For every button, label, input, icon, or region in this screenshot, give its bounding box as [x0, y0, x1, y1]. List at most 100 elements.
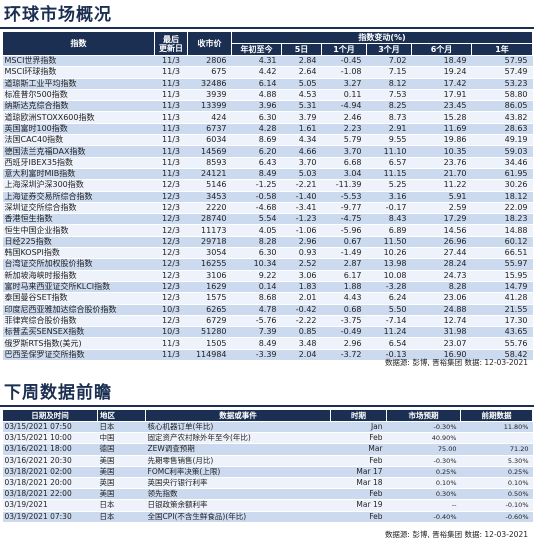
close-price: 28740	[187, 213, 232, 226]
index-name: 富时马来西亚证交所KLCI指数	[2, 281, 155, 294]
5d-change: -1.06	[281, 224, 322, 237]
event-period: Mar 19	[330, 499, 387, 512]
close-price: 14569	[187, 145, 232, 158]
ytd-change: 4.28	[231, 123, 282, 136]
last-update: 11/3	[154, 168, 188, 181]
event-period: Feb	[330, 432, 387, 445]
event-region: 德国	[97, 443, 146, 456]
event-forecast: -0.30%	[386, 421, 461, 434]
event-forecast: 0.30%	[386, 488, 461, 501]
3m-change: 8.25	[366, 100, 412, 113]
market-row: 道琼欧洲STOXX600指数 11/3 424 6.30 3.79 2.46 8.73 15.…	[2, 111, 533, 124]
market-row: 道琼斯工业平均指数 11/3 32486 6.14 5.05 3.27 8.12 17.42 5…	[2, 78, 533, 90]
event-period: Feb	[330, 511, 387, 523]
cal-header-datetime: 日期及时间	[2, 409, 98, 422]
index-name: 上海深圳沪深300指数	[2, 179, 155, 192]
1m-change: 6.68	[321, 157, 367, 169]
event-period: Mar	[330, 443, 387, 456]
3m-change: 5.50	[366, 304, 412, 316]
event-region: 日本	[97, 499, 146, 512]
3m-change: -7.14	[366, 315, 412, 328]
header-5d: 5日	[281, 43, 322, 56]
6m-change: 16.90	[411, 349, 472, 362]
market-row: 意大利富时MIB指数 11/3 24121 8.49 5.03 3.04 11.15 21.7…	[2, 168, 533, 181]
5d-change: 2.64	[281, 66, 322, 79]
1y-change: 28.63	[471, 123, 533, 136]
6m-change: 31.98	[411, 326, 472, 339]
event-forecast: 0.25%	[386, 466, 461, 478]
ytd-change: -1.25	[231, 179, 282, 192]
1m-change: -9.77	[321, 202, 367, 215]
1m-change: 6.17	[321, 270, 367, 282]
1y-change: 55.76	[471, 337, 533, 350]
last-update: 12/3	[154, 292, 188, 305]
event-previous	[460, 432, 533, 445]
event-region: 美国	[97, 488, 146, 501]
last-update: 12/3	[154, 224, 188, 237]
event-forecast: -0.40%	[386, 511, 461, 523]
ytd-change: 8.28	[231, 236, 282, 249]
ytd-change: 6.20	[231, 145, 282, 158]
ytd-change: 8.49	[231, 168, 282, 181]
last-update: 11/3	[154, 145, 188, 158]
last-update: 12/3	[154, 179, 188, 192]
last-update: 11/3	[154, 100, 188, 113]
last-update: 12/3	[154, 191, 188, 203]
event-name: 核心机器订单(年比)	[145, 421, 331, 434]
event-datetime: 03/18/2021 22:00	[2, 488, 98, 501]
ytd-change: 8.68	[231, 292, 282, 305]
1y-change: 18.12	[471, 191, 533, 203]
1y-change: 15.95	[471, 270, 533, 282]
index-name: 菲律宾综合股价指数	[2, 315, 155, 328]
6m-change: 24.73	[411, 270, 472, 282]
last-update: 11/3	[154, 157, 188, 169]
5d-change: 2.52	[281, 258, 322, 271]
1m-change: -0.49	[321, 326, 367, 339]
ytd-change: 4.05	[231, 224, 282, 237]
index-name: 恒生中国企业指数	[2, 224, 155, 237]
event-previous: 11.80%	[460, 421, 533, 434]
close-price: 3054	[187, 247, 232, 260]
ytd-change: 3.96	[231, 100, 282, 113]
close-price: 3939	[187, 89, 232, 102]
1y-change: 43.65	[471, 326, 533, 339]
last-update: 12/3	[154, 281, 188, 294]
1m-change: 5.79	[321, 134, 367, 147]
close-price: 29718	[187, 236, 232, 249]
event-forecast: 75.00	[386, 443, 461, 456]
6m-change: 11.69	[411, 123, 472, 136]
calendar-row: 03/16/2021 20:30 美国 先期零售销售(月比) Feb -0.30% 5.3…	[2, 455, 533, 467]
5d-change: 1.61	[281, 123, 322, 136]
index-name: 标准普尔500指数	[2, 89, 155, 102]
close-price: 5146	[187, 179, 232, 192]
event-period: Feb	[330, 488, 387, 501]
index-name: 俄罗斯RTS指数(美元)	[2, 337, 155, 350]
close-price: 114984	[187, 349, 232, 362]
1m-change: 0.68	[321, 304, 367, 316]
event-name: 先期零售销售(月比)	[145, 455, 331, 467]
6m-change: 28.24	[411, 258, 472, 271]
last-update: 12/3	[154, 315, 188, 328]
index-name: 泰国曼谷SET指数	[2, 292, 155, 305]
event-name: 固定资产农村除外年至今(年比)	[145, 432, 331, 445]
5d-change: 2.04	[281, 349, 322, 362]
close-price: 32486	[187, 78, 232, 90]
index-name: 日经225指数	[2, 236, 155, 249]
ytd-change: 7.39	[231, 326, 282, 339]
6m-change: 19.24	[411, 66, 472, 79]
last-update: 11/3	[154, 337, 188, 350]
last-update: 11/3	[154, 55, 188, 68]
header-6m: 6个月	[411, 43, 472, 56]
event-datetime: 03/16/2021 20:30	[2, 455, 98, 467]
5d-change: 3.48	[281, 337, 322, 350]
3m-change: 9.55	[366, 134, 412, 147]
event-forecast: --	[386, 499, 461, 512]
close-price: 24121	[187, 168, 232, 181]
1m-change: 2.87	[321, 258, 367, 271]
close-price: 2220	[187, 202, 232, 215]
1y-change: 41.28	[471, 292, 533, 305]
5d-change: 0.85	[281, 326, 322, 339]
market-row: 台湾证交所加权股价指数 12/3 16255 10.34 2.52 2.87 13.98 28…	[2, 258, 533, 271]
1y-change: 17.30	[471, 315, 533, 328]
close-price: 3453	[187, 191, 232, 203]
